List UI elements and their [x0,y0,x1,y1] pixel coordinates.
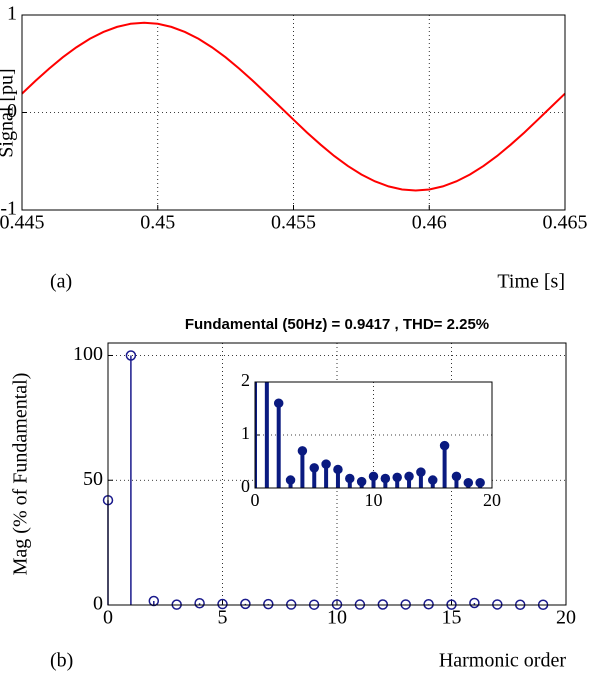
y-tick-label: 2 [241,370,250,390]
panel-label: (a) [50,271,72,293]
stem-marker [194,598,205,609]
stem-marker [404,471,414,482]
stem [321,459,331,488]
y-tick-label: 1 [7,3,17,25]
stem [333,464,343,488]
y-tick-label: 1 [241,423,250,443]
x-axis-label: Time [s] [497,271,565,293]
x-tick-label: 0.465 [543,212,588,234]
stem-marker [285,475,296,485]
stem [404,471,414,488]
y-tick-label: 50 [83,468,103,490]
stem-marker [263,598,274,610]
y-tick-label: 100 [73,343,103,365]
x-tick-label: 0.445 [0,212,45,234]
stem-marker [345,473,355,484]
x-tick-label: 10 [365,490,383,510]
stem-marker [368,471,379,482]
y-tick-label: 0 [241,476,250,496]
stem [356,476,367,488]
stem-marker [492,599,503,610]
plot-area [255,382,485,488]
stem [263,598,274,610]
x-tick-label: 20 [556,607,576,629]
stem-marker [428,475,438,485]
stem [463,477,474,488]
stem-marker [217,598,228,610]
stem-marker [297,446,308,456]
stem [125,350,137,605]
y-axis-label: Mag (% of Fundamental) [10,373,32,576]
stem-marker [392,472,402,483]
x-tick-label: 0 [251,490,260,510]
y-axis-label: Signal [pu] [0,68,18,157]
axes-box [254,381,493,489]
stem-marker [400,599,411,610]
axes-box [107,342,567,606]
stem [416,467,426,488]
stem [469,597,480,609]
y-tick-label: 0 [93,593,103,615]
stem [368,471,379,488]
x-tick-label: 15 [442,607,462,629]
plot-area [21,21,566,192]
stem-marker [321,459,331,469]
x-tick-label: 5 [218,607,228,629]
x-tick-label: 0.455 [271,212,316,234]
panel-label: (b) [50,650,73,672]
stem [240,598,251,610]
stem [309,463,319,488]
axes-box [21,14,566,211]
x-tick-label: 20 [483,490,501,510]
stem-marker [380,473,391,484]
x-tick-label: 0 [103,607,113,629]
stem-marker [416,467,426,477]
stem [439,440,450,488]
stem-marker [469,597,480,609]
stem [148,595,160,607]
stem-marker [423,599,434,610]
x-axis-label: Harmonic order [439,650,567,672]
stem-marker [463,477,474,488]
stem-marker [240,598,251,610]
stem-marker [356,476,367,487]
y-tick-label: -1 [0,198,17,220]
stem [428,475,438,488]
stem [423,599,434,610]
stem [285,475,296,488]
stem [400,599,411,610]
x-tick-label: 0.45 [140,212,175,234]
stem [194,598,205,609]
stem [451,471,462,488]
stem-marker [451,471,462,482]
stem [380,473,391,488]
x-tick-label: 10 [327,607,347,629]
stem-marker [475,477,485,488]
stem-marker [125,350,137,361]
stem [273,398,284,488]
stem [345,473,355,488]
stem-marker [333,464,343,475]
stem-marker [148,595,160,607]
stem [297,446,308,488]
stem [392,472,402,488]
stem-marker [273,398,284,408]
stem [492,599,503,610]
stem-marker [439,440,450,451]
stem-marker [309,463,319,473]
chart-title: Fundamental (50Hz) = 0.9417 , THD= 2.25% [185,316,489,333]
y-tick-label: 0 [7,100,17,122]
x-tick-label: 0.46 [412,212,447,234]
signal-line [21,21,566,192]
stem-marker [331,599,343,610]
stem [475,477,485,488]
